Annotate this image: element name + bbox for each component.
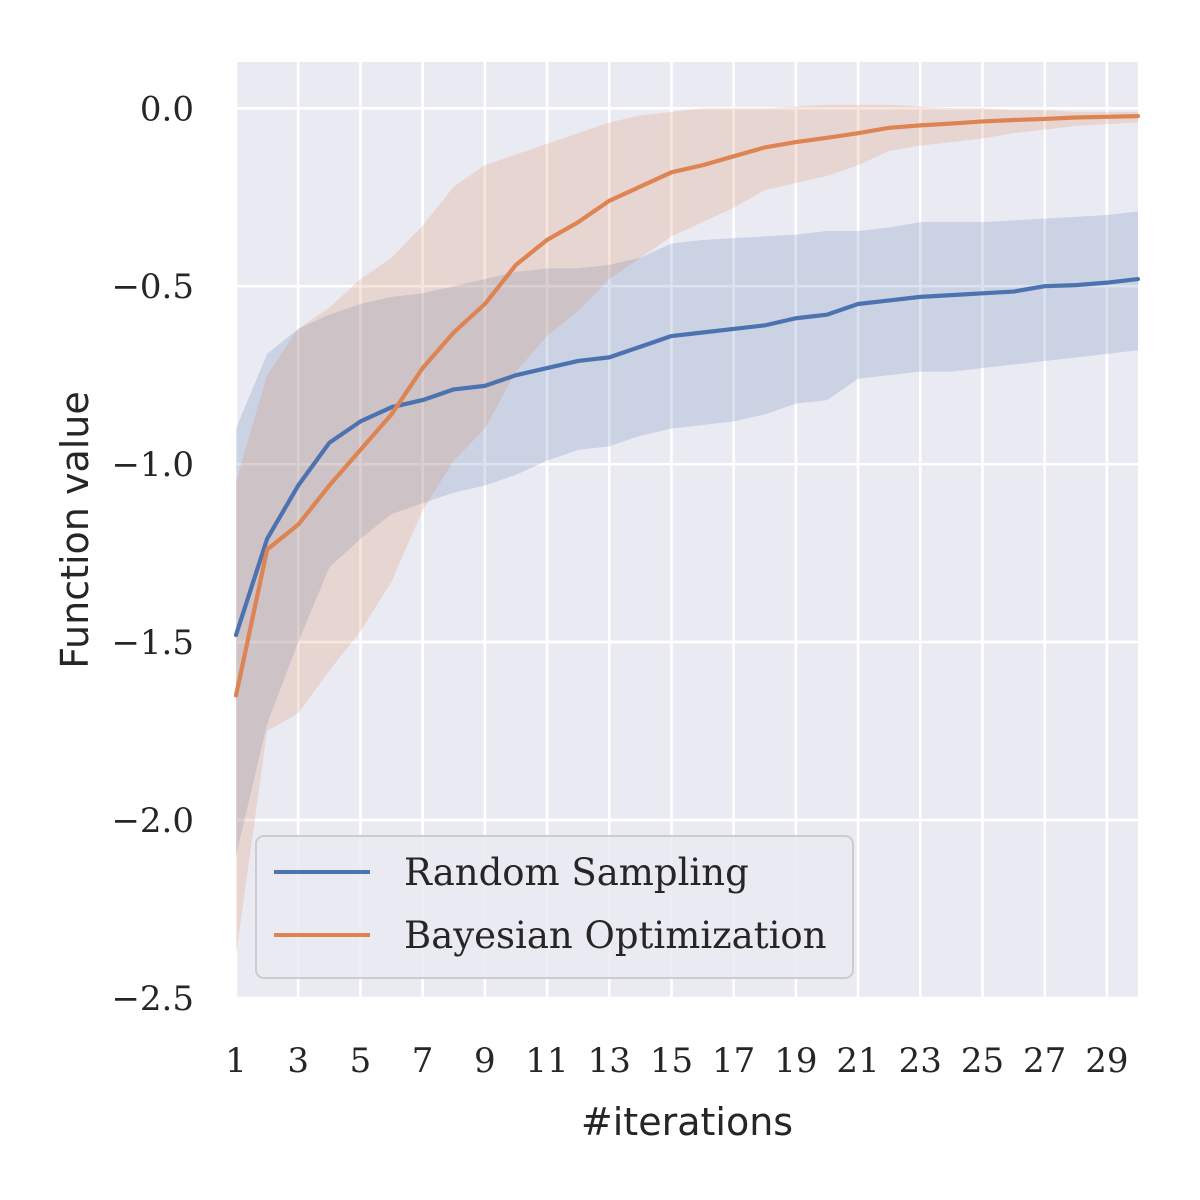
x-tick-label-8: 17	[712, 1041, 755, 1081]
x-tick-label-0: 1	[225, 1041, 247, 1081]
y-tick-label-0: 0.0	[140, 89, 194, 129]
x-tick-label-12: 25	[961, 1041, 1004, 1081]
x-tick-label-5: 11	[525, 1041, 568, 1081]
grid-lines	[234, 62, 1138, 1000]
x-tick-label-7: 15	[650, 1041, 693, 1081]
y-tick-label-2: −1.0	[111, 445, 194, 485]
x-tick-label-9: 19	[774, 1041, 817, 1081]
x-axis-label: #iterations	[581, 1100, 793, 1144]
series-line-1	[233, 113, 1141, 698]
series-lines	[233, 113, 1141, 698]
legend-label-bayesian-optimization: Bayesian Optimization	[404, 914, 827, 957]
x-tick-label-3: 7	[412, 1041, 434, 1081]
legend-box	[255, 835, 854, 979]
x-tick-label-6: 13	[588, 1041, 631, 1081]
confidence-bands	[236, 104, 1138, 956]
legend-label-random-sampling: Random Sampling	[404, 851, 749, 894]
x-tick-label-2: 5	[350, 1041, 372, 1081]
band-series-0	[236, 211, 1138, 856]
x-tick-label-10: 21	[836, 1041, 879, 1081]
y-axis-label: Function value	[53, 391, 97, 669]
legend: Random Sampling Bayesian Optimization	[255, 835, 854, 979]
band-series-1	[236, 104, 1138, 956]
x-tick-label-1: 3	[287, 1041, 309, 1081]
x-tick-label-11: 23	[899, 1041, 942, 1081]
x-tick-label-13: 27	[1023, 1041, 1066, 1081]
y-tick-label-5: −2.5	[111, 979, 194, 1019]
x-tick-labels: 1 3 5 7 9 11 13 15 17 19 21 23 25 27 29	[225, 1041, 1128, 1081]
x-tick-label-4: 9	[474, 1041, 496, 1081]
x-tick-label-14: 29	[1085, 1041, 1128, 1081]
y-tick-label-3: −1.5	[111, 623, 194, 663]
y-tick-labels: 0.0 −0.5 −1.0 −1.5 −2.0 −2.5	[111, 89, 194, 1019]
y-tick-label-4: −2.0	[111, 801, 194, 841]
y-tick-label-1: −0.5	[111, 267, 194, 307]
series-line-0	[233, 276, 1141, 638]
